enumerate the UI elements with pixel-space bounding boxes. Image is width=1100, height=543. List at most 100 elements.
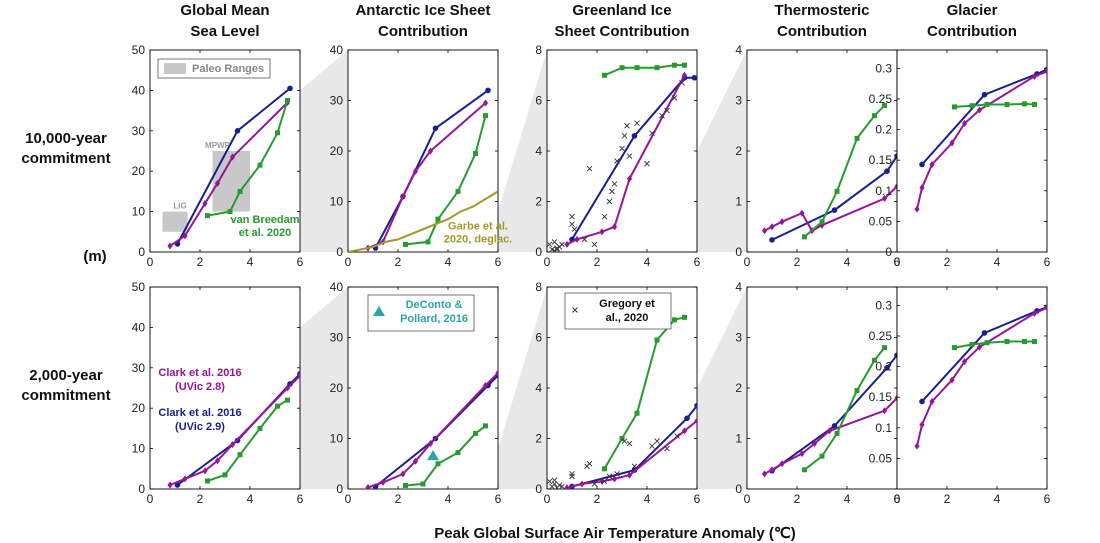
x-tick-label: 4 <box>644 255 651 269</box>
data-point <box>672 62 677 68</box>
data-point <box>229 153 236 161</box>
series <box>427 450 439 461</box>
scatter-point <box>614 471 620 477</box>
y-tick-label: 0.1 <box>875 184 892 198</box>
data-point <box>831 207 838 213</box>
data-point <box>611 223 618 231</box>
y-tick-label: 0.25 <box>869 92 893 106</box>
scatter-point <box>551 239 558 245</box>
data-point <box>881 407 888 415</box>
x-tick-label: 2 <box>594 255 601 269</box>
y-tick-label: 0.15 <box>869 390 893 404</box>
data-point <box>611 475 618 483</box>
series-line <box>916 70 1047 210</box>
data-point <box>485 87 491 94</box>
plot-data <box>761 103 897 243</box>
row-labels: 10,000-year commitment 2,000-year commitmen… <box>21 130 110 404</box>
data-point <box>894 394 897 402</box>
y-tick-label: 0.15 <box>869 153 893 167</box>
data-point <box>167 481 173 489</box>
mpwp-label: MPWP <box>205 141 231 150</box>
data-point <box>202 467 208 475</box>
series <box>403 423 488 488</box>
y-tick-label: 40 <box>330 43 344 57</box>
series <box>802 103 887 240</box>
data-point <box>826 427 833 435</box>
data-point <box>949 139 955 147</box>
data-point <box>564 240 570 248</box>
data-point <box>412 167 419 175</box>
data-point <box>881 194 888 202</box>
scatter-point <box>654 438 660 444</box>
data-point <box>884 365 890 371</box>
data-point <box>1022 101 1027 107</box>
scatter-point <box>649 130 655 137</box>
data-point <box>425 239 431 245</box>
y-tick-label: 0 <box>885 245 892 259</box>
data-point <box>214 457 221 465</box>
y-tick-label: 8 <box>535 43 542 57</box>
y-tick-label: 0.05 <box>869 214 893 228</box>
y-tick-label: 40 <box>330 280 344 294</box>
x-tick-label: 0 <box>544 492 551 506</box>
zoom-wedge <box>498 50 547 252</box>
van-breedam-label: van Breedam <box>230 214 299 226</box>
data-point <box>380 478 386 486</box>
scatter-point <box>609 188 615 195</box>
plot-frame <box>149 286 301 490</box>
data-point <box>799 209 805 217</box>
data-point <box>952 345 957 351</box>
deconto-label: Pollard, 2016 <box>400 313 468 325</box>
y-tick-label: 3 <box>735 94 742 108</box>
scatter-point <box>569 213 575 220</box>
zoom-wedges <box>300 50 747 489</box>
x-tick-label: 6 <box>1044 255 1051 269</box>
plot-frame <box>746 49 898 253</box>
y-tick-label: 2 <box>535 432 542 446</box>
y-tick-label: 30 <box>330 94 344 108</box>
series-line <box>771 155 897 241</box>
scatter-point <box>671 95 678 101</box>
data-point <box>1032 101 1037 107</box>
data-point <box>234 128 241 134</box>
y-tick-label: 1 <box>735 432 742 446</box>
data-point <box>691 74 697 81</box>
scatter-point <box>659 112 665 119</box>
scatter-point <box>621 438 628 444</box>
y-tick-label: 0.1 <box>875 421 892 435</box>
x-tick-label: 2 <box>594 492 601 506</box>
legend-box <box>367 294 475 332</box>
data-point <box>483 423 488 429</box>
zoom-wedge <box>697 287 747 489</box>
data-point <box>182 475 188 483</box>
column-title: Thermosteric <box>774 2 869 19</box>
series <box>569 402 697 489</box>
data-point <box>229 441 236 449</box>
data-point <box>619 65 625 71</box>
series <box>205 397 290 484</box>
y-tick-label: 0.2 <box>875 360 892 374</box>
x-tick-label: 4 <box>994 255 1001 269</box>
x-tick-label: 2 <box>944 492 951 506</box>
scatter-point <box>626 440 633 447</box>
data-point <box>919 421 925 429</box>
zoom-wedge <box>697 50 747 252</box>
chart-panel: 0 2 4 6 0 2 4 6 8 <box>535 43 700 269</box>
x-tick-label: 0 <box>345 492 352 506</box>
x-tick-label: 6 <box>894 492 901 506</box>
scatter-point <box>621 133 628 139</box>
data-point <box>257 425 263 431</box>
scatter-point <box>591 241 598 248</box>
data-point <box>969 342 975 348</box>
x-tick-label: 2 <box>197 492 204 506</box>
y-tick-label: 6 <box>535 331 542 345</box>
row-label: 10,000-year <box>25 130 107 147</box>
series <box>802 345 887 473</box>
scatter-point <box>611 181 618 187</box>
data-point <box>482 99 489 107</box>
data-point <box>802 467 807 473</box>
scatter-point <box>586 165 593 172</box>
scatter-point <box>547 478 553 485</box>
data-point <box>684 415 690 422</box>
data-point <box>976 106 983 114</box>
